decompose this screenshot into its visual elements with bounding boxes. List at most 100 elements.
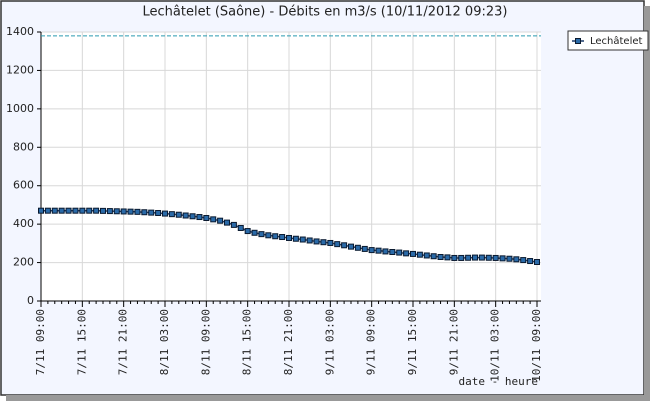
point <box>162 210 168 217</box>
point <box>416 251 423 258</box>
y-tick-label: 0 <box>27 294 34 307</box>
legend <box>567 30 649 51</box>
shadow <box>6 395 650 401</box>
y-tick-label: 800 <box>13 140 34 153</box>
point <box>389 249 396 256</box>
x-tick-label: 8/11 09:00 <box>199 309 212 375</box>
x-tick-label: 8/11 15:00 <box>241 309 254 375</box>
x-tick-label: 9/11 15:00 <box>406 309 419 375</box>
point <box>93 207 100 214</box>
x-tick-label: 7/11 21:00 <box>117 309 130 375</box>
shadow <box>644 6 650 400</box>
point <box>210 216 217 223</box>
x-tick-label: 8/11 03:00 <box>158 309 171 375</box>
point <box>451 254 458 261</box>
plot-area <box>41 32 541 301</box>
point <box>382 248 389 255</box>
point <box>292 235 299 242</box>
point <box>44 207 51 214</box>
point <box>251 229 258 236</box>
point <box>410 250 416 257</box>
x-tick-label: 9/11 21:00 <box>447 309 460 375</box>
legend-marker <box>575 38 581 44</box>
point <box>106 208 113 215</box>
point <box>499 255 506 262</box>
point <box>148 209 155 216</box>
point <box>265 232 272 239</box>
point <box>485 254 492 261</box>
y-tick-label: 1400 <box>6 25 34 38</box>
point <box>506 255 513 262</box>
point <box>196 214 203 221</box>
point <box>65 207 72 214</box>
x-tick-label: 7/11 15:00 <box>75 309 88 375</box>
x-tick-label: 10/11 09:00 <box>530 309 543 382</box>
point <box>527 258 534 265</box>
point <box>368 247 375 254</box>
x-tick-label: 7/11 09:00 <box>34 309 47 375</box>
point <box>258 231 265 238</box>
point <box>237 224 244 231</box>
point <box>423 252 430 259</box>
point <box>120 208 127 215</box>
y-tick-label: 1200 <box>6 63 34 76</box>
point <box>72 207 79 214</box>
point <box>354 244 361 251</box>
point <box>306 237 313 244</box>
x-tick-label: 9/11 03:00 <box>323 309 336 375</box>
point <box>86 207 93 214</box>
point <box>224 219 230 226</box>
point <box>141 209 148 216</box>
point <box>458 254 465 261</box>
chart-title: Lechâtelet (Saône) - Débits en m3/s (10/… <box>143 5 508 20</box>
point <box>313 238 320 245</box>
point <box>520 257 527 264</box>
point <box>472 254 478 261</box>
y-tick-label: 400 <box>13 217 34 230</box>
point <box>348 243 354 250</box>
point <box>79 207 86 214</box>
point <box>396 249 403 256</box>
point <box>327 239 334 246</box>
point <box>113 208 120 215</box>
point <box>175 211 182 218</box>
point <box>155 209 162 216</box>
y-tick-label: 200 <box>13 256 34 269</box>
point <box>299 236 306 243</box>
point <box>217 217 224 224</box>
point <box>168 211 175 218</box>
point <box>534 258 540 265</box>
point <box>513 256 520 263</box>
point <box>465 254 472 261</box>
point <box>478 254 485 261</box>
point <box>58 207 65 214</box>
point <box>51 207 58 214</box>
x-tick-label: 9/11 09:00 <box>365 309 378 375</box>
point <box>272 233 279 240</box>
point <box>492 254 499 261</box>
point <box>134 208 141 215</box>
point <box>375 247 382 254</box>
y-tick-label: 600 <box>13 179 34 192</box>
point <box>189 213 196 220</box>
point <box>286 234 292 241</box>
point <box>230 221 237 228</box>
point <box>100 207 106 214</box>
point <box>38 207 44 214</box>
point <box>182 212 189 219</box>
y-tick-label: 1000 <box>6 102 34 115</box>
point <box>403 250 410 257</box>
x-tick-label: 8/11 21:00 <box>282 309 295 375</box>
point <box>127 208 134 215</box>
point <box>437 253 444 260</box>
x-axis-label: date - heure <box>459 375 538 388</box>
point <box>444 254 451 261</box>
point <box>361 245 368 252</box>
x-tick-label: 10/11 03:00 <box>489 309 502 382</box>
point <box>203 214 210 221</box>
point <box>279 234 286 241</box>
point <box>320 239 327 246</box>
point <box>341 242 348 249</box>
point <box>334 241 341 248</box>
